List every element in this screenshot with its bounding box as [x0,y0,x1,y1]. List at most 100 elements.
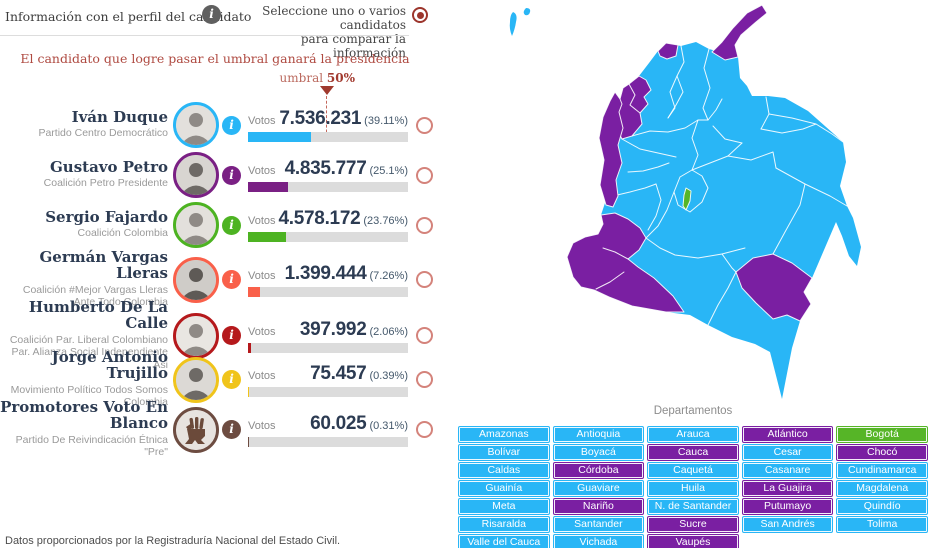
vote-percentage: (25.1%) [369,165,408,177]
dept-button-vichada[interactable]: Vichada [553,535,644,548]
candidate-avatar[interactable] [173,102,219,148]
dept-button-guaviare[interactable]: Guaviare [553,481,644,496]
candidate-compare-radio[interactable] [416,166,433,184]
dept-button-sucre[interactable]: Sucre [648,517,738,532]
dept-button-quindio[interactable]: Quindío [837,499,927,514]
map-region-la-guajira[interactable] [711,4,768,61]
raised-fist-icon [176,409,216,450]
candidate-name: Sergio Fajardo [45,207,168,226]
candidate-avatar[interactable] [173,312,219,359]
dept-button-bogota[interactable]: Bogotá [837,427,927,442]
dept-button-valle-del-cauca[interactable]: Valle del Cauca [459,535,549,548]
candidate-avatar-fist[interactable] [173,406,219,453]
candidate-row-trujillo: Jorge Antonio Trujillo Movimiento Políti… [0,349,440,408]
dept-button-cordoba[interactable]: Córdoba [553,463,644,478]
candidate-text-block: Jorge Antonio Trujillo Movimiento Políti… [0,349,170,409]
candidate-avatar[interactable] [173,152,219,198]
map-region-bogota[interactable] [682,187,692,211]
candidate-party: Coalición #Mejor Vargas Lleras Ante Todo… [22,283,168,309]
dept-button-cesar[interactable]: Cesar [742,445,833,460]
candidate-party: Partido De Reivindicación Étnica "Pre" [15,433,168,459]
map-border-cauca-narino [602,247,629,260]
vote-bar-fill [248,286,260,297]
dept-button-la-guajira[interactable]: La Guajira [742,481,833,496]
info-icon[interactable]: i [202,5,221,24]
candidate-info-icon[interactable]: i [222,420,241,440]
candidate-info-icon[interactable]: i [222,326,241,346]
dept-button-n-de-santander[interactable]: N. de Santander [648,499,738,514]
candidate-info-icon[interactable]: i [222,115,241,135]
dept-button-magdalena[interactable]: Magdalena [837,481,927,496]
vote-bar-track [248,436,408,447]
dept-button-narino[interactable]: Nariño [553,499,644,514]
candidate-party: Coalición Par. Liberal Colombiano Par. A… [9,333,168,372]
vote-percentage: (0.39%) [369,369,408,382]
dept-button-boyaca[interactable]: Boyacá [553,445,644,460]
dept-button-arauca[interactable]: Arauca [648,427,738,442]
candidate-row-de-la-calle: Humberto De La Calle Coalición Par. Libe… [0,299,440,371]
dept-button-atlantico[interactable]: Atlántico [742,427,833,442]
candidate-row-voto-en-blanco: Promotores Voto En Blanco Partido De Rei… [0,399,440,458]
dept-button-casanare[interactable]: Casanare [742,463,833,478]
departamentos-title: Departamentos [653,405,733,417]
candidate-avatar[interactable] [173,256,219,303]
candidate-compare-radio[interactable] [416,421,433,439]
vote-percentage: (7.26%) [369,269,408,282]
candidate-text-block: Promotores Voto En Blanco Partido De Rei… [0,398,170,459]
candidate-compare-radio[interactable] [416,371,433,389]
dept-button-choco[interactable]: Chocó [837,445,927,460]
candidate-info-icon[interactable]: i [222,165,241,185]
candidate-name: Promotores Voto En Blanco [0,398,168,432]
vote-bar-fill [248,386,249,397]
candidate-avatar[interactable] [173,202,219,248]
threshold-dashed-line [326,96,327,142]
dept-button-amazonas[interactable]: Amazonas [459,427,549,442]
candidate-info-icon[interactable]: i [222,270,241,290]
data-source-note: Datos proporcionados por la Registradurí… [5,535,341,547]
map-region-san-andres-icon[interactable] [509,12,517,36]
map-region-cauca-narino-putumayo[interactable] [566,212,685,313]
vote-count: 7.536.231 [279,108,362,129]
map-region-atlantico[interactable] [657,42,679,60]
dept-button-caqueta[interactable]: Caquetá [648,463,738,478]
dept-button-vaupes[interactable]: Vaupés [648,535,738,548]
vote-count: 397.992 [299,318,367,340]
candidate-list: Iván Duque Partido Centro Democrático i … [0,100,440,458]
dept-button-san-andres[interactable]: San Andrés [742,517,833,532]
vote-percentage: (2.06%) [369,325,408,338]
candidate-info-icon[interactable]: i [222,370,241,390]
dept-button-caldas[interactable]: Caldas [459,463,549,478]
vote-bar-track [248,182,408,192]
dept-button-putumayo[interactable]: Putumayo [742,499,833,514]
map-region-providencia-icon[interactable] [523,8,531,16]
votos-label: Votos [248,325,276,338]
dept-button-meta[interactable]: Meta [459,499,549,514]
candidate-text-block: Humberto De La Calle Coalición Par. Libe… [0,299,170,372]
dept-button-cauca[interactable]: Cauca [648,445,738,460]
threshold-value: 50% [326,71,355,85]
dept-button-risaralda[interactable]: Risaralda [459,517,549,532]
dept-button-antioquia[interactable]: Antioquia [553,427,644,442]
candidate-compare-radio[interactable] [416,116,433,134]
candidate-info-icon[interactable]: i [222,215,241,235]
candidate-votes: Votos 60.025 (0.31%) [248,413,408,447]
dept-button-tolima[interactable]: Tolima [837,517,927,532]
vote-bar-fill [248,342,252,353]
dept-button-cundinamarca[interactable]: Cundinamarca [837,463,927,478]
dept-button-huila[interactable]: Huila [648,481,738,496]
map-region-choco[interactable] [598,91,624,208]
dept-button-santander[interactable]: Santander [553,517,644,532]
compare-radio-selected[interactable] [412,7,428,23]
candidate-votes: Votos 4.835.777 (25.1%) [248,158,408,192]
candidate-compare-radio[interactable] [416,327,433,345]
candidate-avatar[interactable] [173,356,219,403]
candidate-compare-radio[interactable] [416,271,433,289]
candidate-votes: Votos 7.536.231 (39.11%) [248,108,408,142]
map-region-vaupes[interactable] [735,253,813,322]
candidate-votes: Votos 75.457 (0.39%) [248,363,408,397]
votos-label: Votos [248,419,276,432]
dept-button-bolivar[interactable]: Bolívar [459,445,549,460]
dept-button-guainia[interactable]: Guainía [459,481,549,496]
candidate-compare-radio[interactable] [416,216,433,234]
